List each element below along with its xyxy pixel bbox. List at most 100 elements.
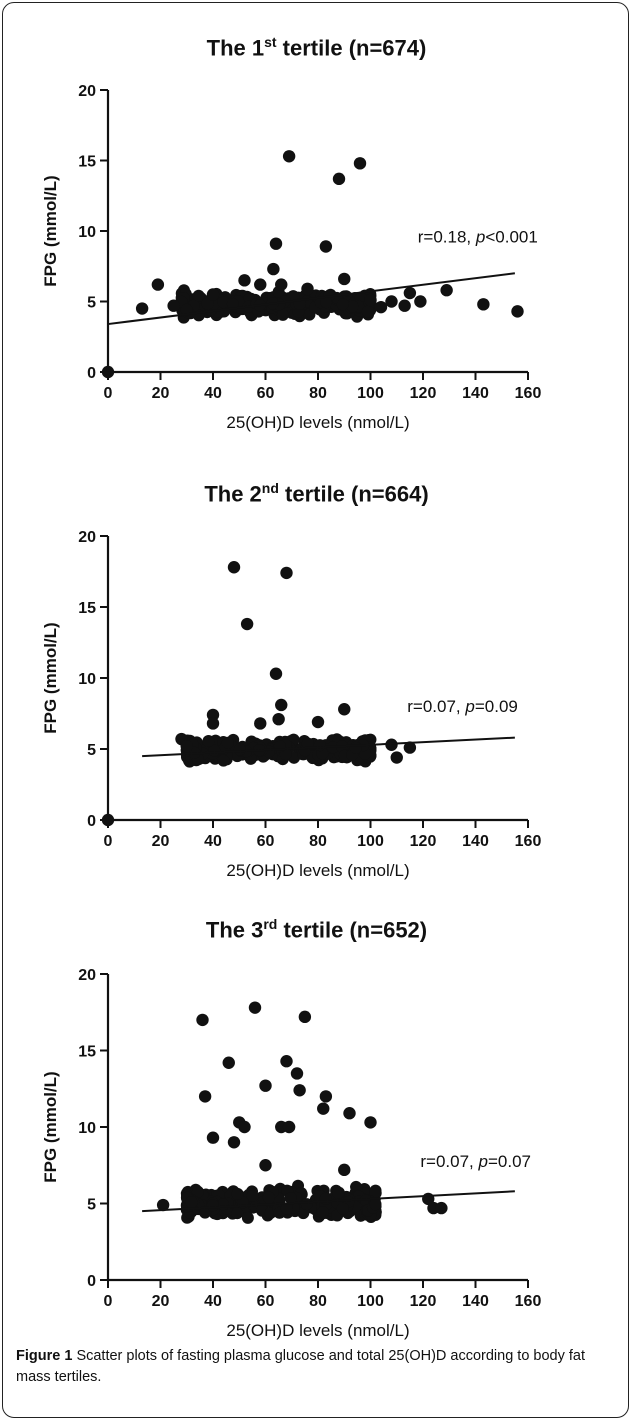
y-tick-label: 20	[78, 967, 96, 984]
data-point	[269, 237, 283, 250]
x-tick-label: 20	[152, 1293, 170, 1310]
y-tick-label: 5	[87, 742, 96, 759]
data-point	[101, 365, 115, 379]
correlation-annotation: r=0.18, p<0.001	[418, 227, 538, 246]
data-point	[414, 295, 427, 308]
y-tick-label: 15	[78, 1044, 96, 1061]
data-point	[241, 1211, 254, 1224]
data-point	[298, 1010, 312, 1024]
data-point	[196, 1013, 209, 1027]
data-point	[369, 1185, 382, 1198]
data-point	[221, 736, 234, 749]
data-point	[275, 698, 288, 712]
data-point	[231, 1207, 244, 1220]
trend-line	[142, 1190, 515, 1213]
data-point	[332, 1186, 345, 1199]
x-tick-label: 40	[204, 833, 222, 850]
data-point	[319, 1090, 333, 1103]
x-tick-label: 40	[204, 385, 222, 402]
data-point	[206, 708, 220, 722]
x-tick-label: 140	[462, 385, 489, 402]
data-point	[180, 739, 193, 753]
data-point	[217, 296, 230, 309]
data-point	[267, 262, 280, 276]
y-tick-label: 20	[78, 83, 96, 100]
x-tick-label: 120	[410, 385, 437, 402]
data-point	[282, 1120, 296, 1134]
data-point	[336, 298, 349, 311]
data-point	[269, 667, 283, 680]
data-point	[320, 296, 333, 309]
data-point	[332, 172, 346, 186]
data-point	[346, 300, 359, 313]
data-point	[233, 743, 246, 756]
data-point	[280, 1202, 293, 1215]
data-point	[353, 157, 367, 170]
data-point	[226, 298, 239, 311]
x-axis-label: 25(OH)D levels (nmol/L)	[226, 413, 409, 432]
x-tick-label: 80	[309, 833, 327, 850]
data-point	[297, 1207, 310, 1220]
data-point	[199, 1206, 212, 1219]
data-point	[364, 293, 377, 307]
y-axis-label: FPG (mmol/L)	[41, 175, 60, 286]
data-point	[259, 1159, 272, 1172]
data-point	[338, 703, 351, 716]
data-point	[206, 1131, 220, 1144]
y-tick-label: 15	[78, 154, 96, 171]
data-point	[185, 1196, 198, 1209]
x-tick-label: 60	[257, 833, 275, 850]
data-point	[254, 717, 267, 730]
data-point	[135, 302, 149, 315]
data-point	[317, 1102, 330, 1115]
y-tick-label: 10	[78, 1120, 96, 1137]
data-point	[280, 566, 293, 580]
chart-title-3: The 3rd tertile (n=652)	[205, 916, 428, 943]
y-tick-label: 5	[87, 295, 96, 312]
data-point	[276, 308, 289, 321]
data-point	[301, 737, 314, 750]
data-point	[151, 278, 165, 291]
chart-title-1: The 1st tertile (n=674)	[206, 34, 427, 61]
data-point	[338, 1163, 351, 1177]
data-point	[231, 1187, 244, 1200]
data-point	[290, 1067, 304, 1080]
data-point	[238, 274, 251, 287]
y-tick-label: 15	[78, 600, 96, 617]
correlation-annotation: r=0.07, p=0.07	[420, 1152, 531, 1171]
x-tick-label: 0	[104, 385, 113, 402]
caption-text: Scatter plots of fasting plasma glucose …	[16, 1348, 586, 1385]
data-point	[343, 1107, 356, 1120]
chart-panel-1: The 1st tertile (n=674) 0 5 10 15 20 0 20 40 60 8…	[0, 0, 633, 440]
data-point	[293, 1084, 306, 1097]
x-tick-label: 80	[309, 1293, 327, 1310]
data-point	[403, 741, 417, 754]
x-tick-label: 0	[104, 833, 113, 850]
data-point	[385, 295, 398, 308]
data-point	[282, 150, 296, 163]
data-point	[398, 299, 411, 312]
data-point	[336, 1202, 349, 1215]
trend-line	[142, 736, 515, 758]
data-point	[390, 751, 403, 764]
point-cluster	[180, 733, 377, 768]
data-point	[206, 288, 220, 301]
data-point	[477, 298, 490, 311]
x-tick-label: 80	[309, 385, 327, 402]
data-point	[240, 617, 254, 631]
data-point	[361, 305, 374, 318]
data-point	[369, 1198, 382, 1211]
data-point	[364, 1116, 377, 1129]
data-point	[311, 715, 325, 729]
scatter-plot-1: 0 5 10 15 20 0 20 40 60 80 100 120 140 160 25(OH)D lev…	[41, 83, 542, 432]
x-tick-label: 100	[357, 385, 384, 402]
data-point	[254, 278, 267, 291]
y-tick-label: 0	[87, 813, 96, 830]
data-point	[222, 1056, 235, 1069]
chart-title-2: The 2nd tertile (n=664)	[204, 480, 429, 507]
figure-caption: Figure 1 Scatter plots of fasting plasma…	[16, 1346, 616, 1388]
data-point	[238, 1120, 251, 1134]
x-tick-label: 160	[515, 385, 542, 402]
x-tick-label: 60	[257, 385, 275, 402]
